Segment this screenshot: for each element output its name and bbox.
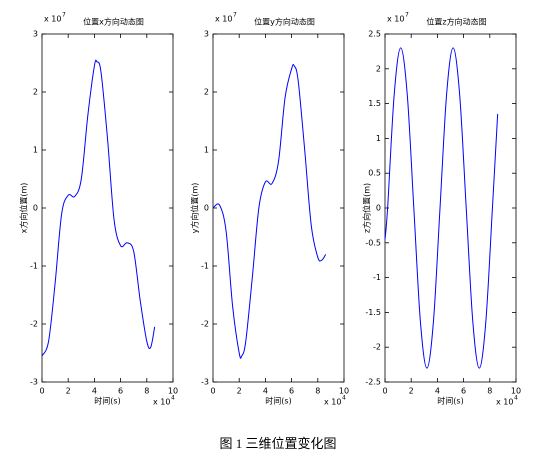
y-tick-label: -1 [30,262,38,271]
y-tick-label: 3 [204,30,209,39]
chart-title: 位置y方向动态图 [254,17,315,27]
x-tick-label: 4 [435,387,440,396]
x-axis-label: 时间(s) [265,396,291,406]
y-tick-label: -1.5 [365,308,381,317]
x-tick-label: 6 [118,387,123,396]
y-tick-label: 2.5 [368,30,381,39]
y-exponent: 7 [405,12,409,19]
y-tick-label: 2 [204,88,209,97]
y-tick-label: -2 [201,320,209,329]
y-multiplier: x 10 [215,15,232,24]
x-multiplier: x 10 [496,398,513,407]
x-tick-label: 6 [289,387,294,396]
chart-title: 位置x方向动态图 [83,17,144,27]
x-tick-label: 10 [168,387,178,396]
y-tick-label: -2.5 [365,378,381,387]
y-tick-label: 0 [33,204,38,213]
y-exponent: 7 [233,12,237,19]
y-tick-label: 3 [33,30,38,39]
y-tick-label: -1 [201,262,209,271]
x-exponent: 4 [514,395,518,402]
x-tick-label: 2 [237,387,242,396]
y-tick-label: 1.5 [368,99,381,108]
x-exponent: 4 [171,395,175,402]
x-tick-label: 0 [39,387,44,396]
x-tick-label: 10 [511,387,521,396]
y-tick-label: -1 [373,273,381,282]
y-axis-label: y方向位置(m) [190,183,200,234]
y-tick-label: 1 [204,146,209,155]
x-tick-label: 8 [315,387,320,396]
y-tick-label: -2 [30,320,38,329]
x-tick-label: 2 [409,387,414,396]
y-multiplier: x 10 [44,15,61,24]
x-exponent: 4 [342,395,346,402]
data-line [41,59,156,357]
y-axis-label: z方向位置(m) [362,183,372,233]
x-axis-label: 时间(s) [94,396,120,406]
x-multiplier: x 10 [324,398,341,407]
plot-area [41,33,174,383]
x-tick-label: 8 [487,387,492,396]
x-tick-label: 4 [92,387,97,396]
y-tick-label: -3 [201,378,209,387]
x-multiplier: x 10 [153,398,170,407]
y-tick-label: -2 [373,343,381,352]
y-exponent: 7 [62,12,66,19]
y-tick-label: 2 [376,64,381,73]
y-tick-label: -3 [30,378,38,387]
y-tick-label: 0.5 [368,169,381,178]
x-tick-label: 8 [144,387,149,396]
x-tick-label: 10 [339,387,349,396]
chart-title: 位置z方向动态图 [426,17,486,27]
y-tick-label: -0.5 [365,238,381,247]
y-tick-label: 0 [376,204,381,213]
y-tick-label: 1 [33,146,38,155]
x-tick-label: 2 [66,387,71,396]
y-axis-label: x方向位置(m) [19,183,29,234]
x-axis-label: 时间(s) [437,396,463,406]
plot-area [212,33,345,383]
y-multiplier: x 10 [387,15,404,24]
y-tick-label: 1 [376,134,381,143]
data-line [384,47,499,369]
data-line [212,64,327,359]
x-tick-label: 0 [210,387,215,396]
plot-area [384,33,517,383]
y-tick-label: 2 [33,88,38,97]
x-tick-label: 0 [382,387,387,396]
x-tick-label: 6 [461,387,466,396]
y-tick-label: 0 [204,204,209,213]
figure-caption: 图 1 三维位置变化图 [219,436,336,451]
x-tick-label: 4 [263,387,268,396]
